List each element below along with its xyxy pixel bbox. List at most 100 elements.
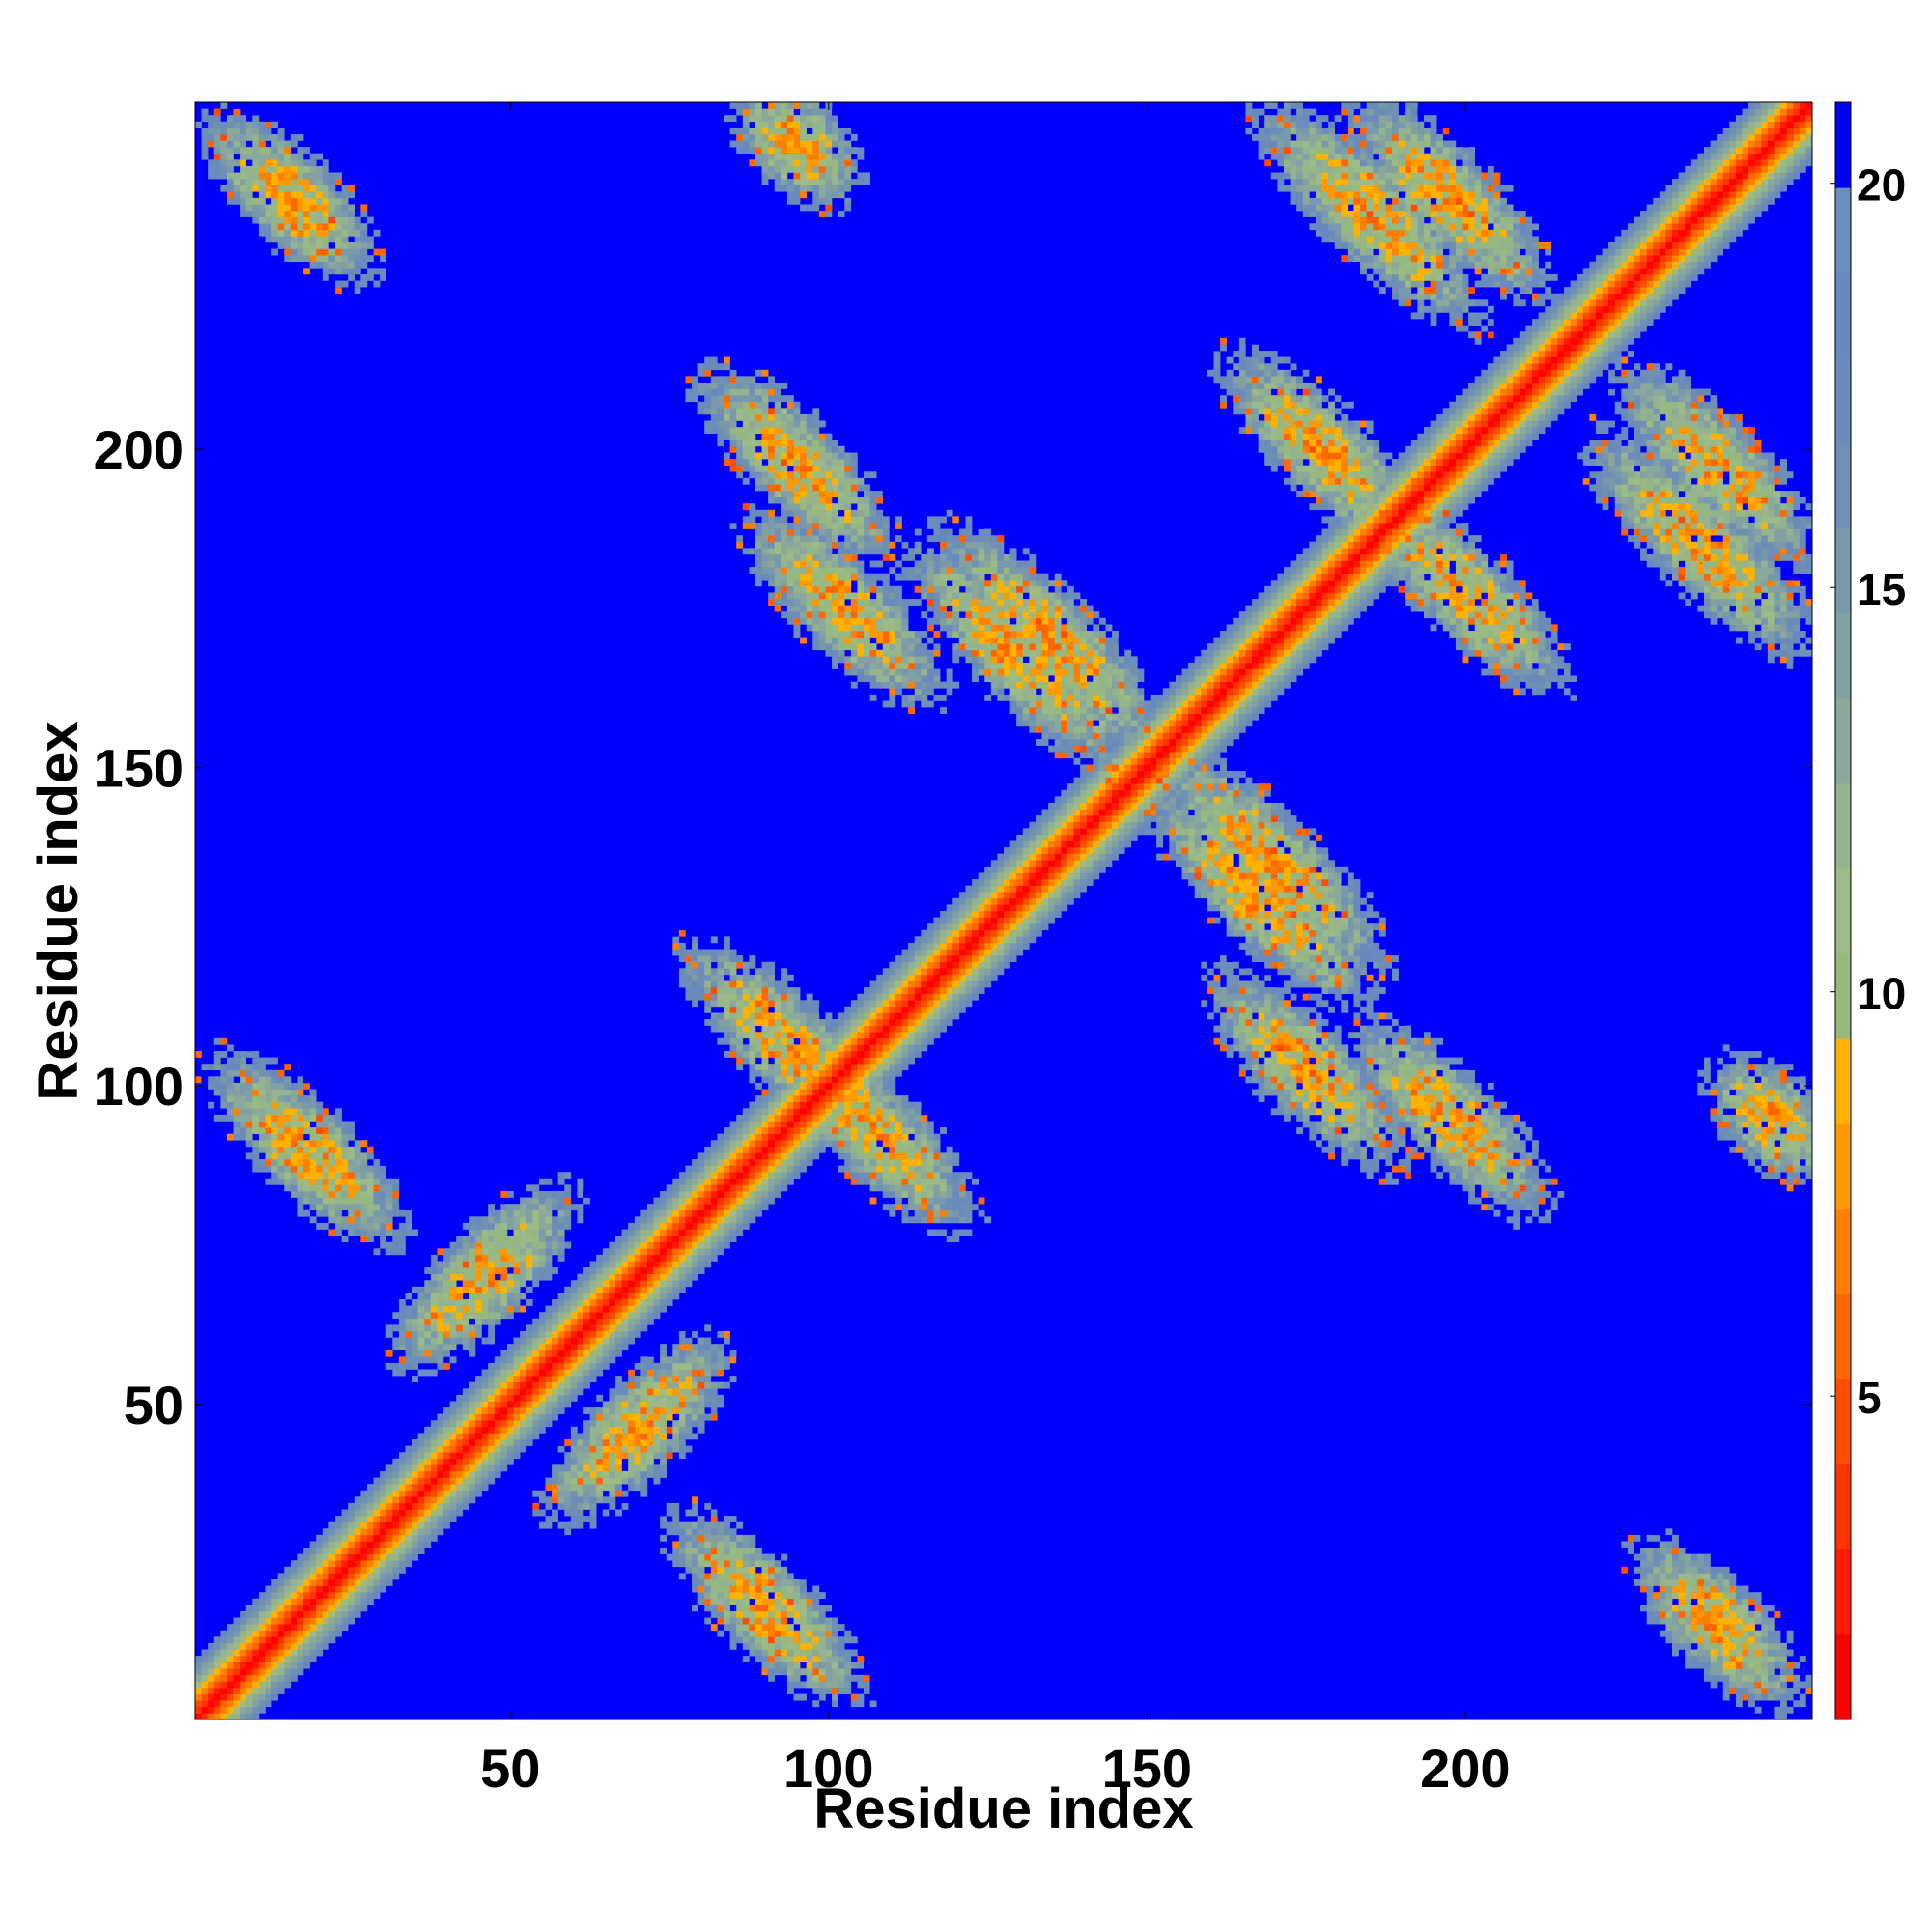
heatmap-cell xyxy=(692,1216,698,1223)
heatmap-cell xyxy=(360,211,367,217)
heatmap-cell xyxy=(348,1230,355,1236)
heatmap-cell xyxy=(698,1522,705,1529)
heatmap-cell xyxy=(234,1650,241,1657)
heatmap-cell xyxy=(698,1382,705,1389)
heatmap-cell xyxy=(800,1026,807,1033)
heatmap-cell xyxy=(514,1439,521,1446)
heatmap-cell xyxy=(577,1319,583,1325)
heatmap-cell xyxy=(571,1459,578,1465)
heatmap-cell xyxy=(246,1044,253,1051)
heatmap-cell xyxy=(278,191,285,198)
heatmap-cell xyxy=(812,1095,819,1102)
heatmap-cell xyxy=(781,459,787,466)
heatmap-cell xyxy=(660,1198,667,1205)
heatmap-cell xyxy=(762,389,769,396)
heatmap-cell xyxy=(271,1172,278,1179)
heatmap-cell xyxy=(386,1184,393,1191)
heatmap-cell xyxy=(692,1370,698,1377)
heatmap-cell xyxy=(730,408,737,414)
heatmap-cell xyxy=(654,1255,661,1262)
heatmap-cell xyxy=(654,1242,661,1249)
heatmap-cell xyxy=(399,1363,406,1370)
heatmap-cell xyxy=(685,1331,692,1338)
heatmap-cell xyxy=(628,1382,635,1389)
heatmap-cell xyxy=(736,1567,743,1574)
heatmap-cell xyxy=(328,1560,335,1567)
heatmap-cell xyxy=(807,109,813,116)
heatmap-cell xyxy=(787,484,794,491)
heatmap-cell xyxy=(227,1076,234,1083)
heatmap-cell xyxy=(749,1140,755,1147)
heatmap-cell xyxy=(787,1650,794,1657)
heatmap-cell xyxy=(342,1172,349,1179)
heatmap-cell xyxy=(246,1090,253,1096)
heatmap-cell xyxy=(374,1216,381,1223)
heatmap-cell xyxy=(367,1484,374,1491)
heatmap-cell xyxy=(220,1700,227,1707)
heatmap-cell xyxy=(500,1433,507,1439)
heatmap-cell xyxy=(743,1019,750,1026)
heatmap-cell xyxy=(807,122,813,128)
heatmap-cell xyxy=(787,1668,794,1675)
heatmap-cell xyxy=(685,994,692,1001)
heatmap-cell xyxy=(685,1236,692,1242)
heatmap-cell xyxy=(412,1478,418,1485)
heatmap-cell xyxy=(240,1611,246,1618)
heatmap-cell xyxy=(800,159,807,166)
heatmap-cell xyxy=(405,1350,412,1357)
heatmap-cell xyxy=(775,1184,781,1191)
heatmap-cell xyxy=(622,1267,629,1274)
heatmap-cell xyxy=(743,1643,750,1650)
heatmap-cell xyxy=(246,166,253,173)
heatmap-cell xyxy=(812,606,819,612)
heatmap-cell xyxy=(800,466,807,472)
heatmap-cell xyxy=(596,1267,603,1274)
heatmap-cell xyxy=(755,523,762,529)
heatmap-cell xyxy=(507,1433,514,1439)
heatmap-cell xyxy=(755,1083,762,1090)
heatmap-cell xyxy=(654,1439,661,1446)
heatmap-cell xyxy=(768,1019,775,1026)
heatmap-cell xyxy=(743,1579,750,1586)
heatmap-cell xyxy=(743,1548,750,1554)
heatmap-cell xyxy=(412,1356,418,1363)
heatmap-cell xyxy=(635,1484,641,1491)
heatmap-cell xyxy=(819,1650,826,1657)
heatmap-cell xyxy=(310,255,317,262)
heatmap-cell xyxy=(730,1166,737,1173)
heatmap-cell xyxy=(679,1586,686,1593)
heatmap-cell xyxy=(749,466,755,472)
heatmap-cell xyxy=(640,1306,647,1313)
heatmap-cell xyxy=(762,395,769,402)
heatmap-cell xyxy=(360,1496,367,1503)
heatmap-cell xyxy=(724,389,730,396)
heatmap-cell xyxy=(660,1382,667,1389)
heatmap-cell xyxy=(328,1210,335,1217)
heatmap-cell xyxy=(520,1446,526,1453)
heatmap-cell xyxy=(380,1496,386,1503)
heatmap-cell xyxy=(316,211,323,217)
heatmap-cell xyxy=(654,1223,661,1230)
heatmap-cell xyxy=(266,166,272,173)
heatmap-cell xyxy=(590,1287,597,1293)
heatmap-cell xyxy=(558,1216,565,1223)
heatmap-cell xyxy=(736,1058,743,1065)
heatmap-cell xyxy=(392,1541,399,1548)
heatmap-cell xyxy=(615,1407,622,1414)
heatmap-cell xyxy=(667,1261,673,1267)
heatmap-cell xyxy=(640,1293,647,1299)
heatmap-cell xyxy=(297,1184,303,1191)
heatmap-cell xyxy=(698,981,705,988)
heatmap-cell xyxy=(367,1573,374,1579)
heatmap-cell xyxy=(749,459,755,466)
heatmap-cell xyxy=(685,1216,692,1223)
heatmap-cell xyxy=(456,1484,463,1491)
heatmap-cell xyxy=(749,1216,755,1223)
heatmap-cell xyxy=(240,1668,246,1675)
heatmap-cell xyxy=(463,1496,469,1503)
heatmap-cell xyxy=(220,134,227,141)
heatmap-cell xyxy=(240,173,246,180)
heatmap-cell xyxy=(316,1147,323,1153)
heatmap-cell xyxy=(532,1191,539,1198)
heatmap-cell xyxy=(246,1152,253,1159)
